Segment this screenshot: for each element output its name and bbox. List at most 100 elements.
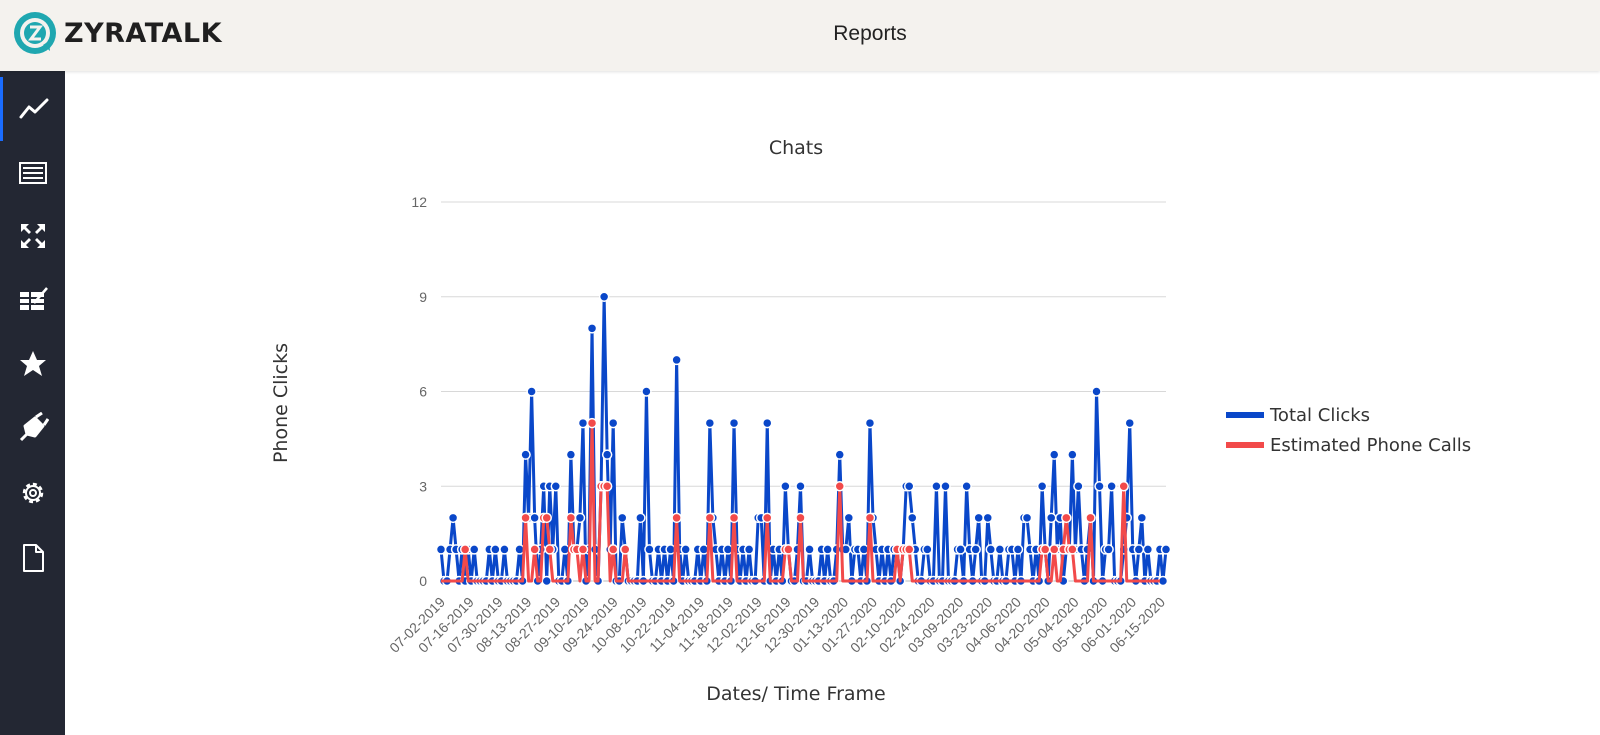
brand-logo[interactable]: ZYRATALK: [13, 11, 222, 55]
data-point[interactable]: [620, 544, 631, 555]
data-point[interactable]: [601, 449, 613, 460]
data-point[interactable]: [931, 481, 942, 492]
data-point[interactable]: [680, 544, 691, 555]
data-point[interactable]: [577, 544, 589, 555]
data-point[interactable]: [1085, 512, 1096, 524]
data-point[interactable]: [586, 417, 598, 429]
data-point[interactable]: [565, 512, 577, 524]
data-point[interactable]: [973, 512, 984, 524]
data-point[interactable]: [704, 417, 716, 429]
data-point[interactable]: [762, 512, 773, 524]
data-point[interactable]: [1094, 481, 1105, 492]
data-point[interactable]: [601, 481, 613, 492]
data-point[interactable]: [550, 481, 562, 492]
data-point[interactable]: [607, 544, 619, 555]
sidebar-item-list[interactable]: [0, 141, 65, 205]
data-point[interactable]: [704, 512, 716, 524]
data-point[interactable]: [743, 544, 755, 555]
data-point[interactable]: [1039, 544, 1051, 555]
sidebar-item-expand[interactable]: [0, 204, 65, 268]
data-point[interactable]: [834, 449, 845, 460]
data-point[interactable]: [1067, 449, 1078, 460]
data-point[interactable]: [1103, 544, 1114, 555]
data-point[interactable]: [1036, 481, 1048, 492]
data-point[interactable]: [541, 512, 552, 524]
data-point[interactable]: [1106, 481, 1117, 492]
data-point[interactable]: [804, 544, 815, 555]
data-point[interactable]: [586, 323, 598, 334]
data-point[interactable]: [822, 544, 833, 555]
data-point[interactable]: [961, 481, 972, 492]
data-point[interactable]: [1136, 512, 1148, 524]
data-point[interactable]: [574, 512, 586, 524]
data-point[interactable]: [1133, 544, 1145, 555]
data-point[interactable]: [728, 512, 740, 524]
data-point[interactable]: [1048, 544, 1060, 555]
data-point[interactable]: [985, 544, 997, 555]
data-point[interactable]: [864, 417, 876, 429]
data-point[interactable]: [617, 512, 628, 524]
data-point[interactable]: [834, 481, 845, 492]
sidebar-item-documents[interactable]: [0, 526, 65, 590]
data-point[interactable]: [1012, 544, 1024, 555]
data-point[interactable]: [529, 544, 540, 555]
data-point[interactable]: [940, 481, 951, 492]
data-point[interactable]: [565, 449, 577, 460]
data-point[interactable]: [526, 386, 537, 397]
data-point[interactable]: [903, 481, 915, 492]
legend-item-total-clicks[interactable]: Total Clicks: [1226, 400, 1471, 430]
data-point[interactable]: [1118, 481, 1129, 492]
data-point[interactable]: [1091, 386, 1102, 397]
data-point[interactable]: [783, 544, 794, 555]
data-point[interactable]: [459, 544, 471, 555]
data-point[interactable]: [541, 575, 552, 587]
data-point[interactable]: [907, 512, 918, 524]
sidebar-item-edit-table[interactable]: [0, 268, 65, 332]
data-point[interactable]: [598, 291, 610, 302]
data-point[interactable]: [544, 544, 555, 555]
data-point[interactable]: [671, 512, 682, 524]
data-point[interactable]: [843, 512, 855, 524]
data-point[interactable]: [955, 544, 966, 555]
data-point[interactable]: [499, 544, 510, 555]
data-point[interactable]: [864, 512, 876, 524]
data-point[interactable]: [795, 512, 806, 524]
data-point[interactable]: [982, 512, 994, 524]
data-point[interactable]: [671, 354, 682, 366]
data-point[interactable]: [994, 544, 1006, 555]
data-point[interactable]: [762, 417, 773, 429]
data-point[interactable]: [1073, 481, 1084, 492]
data-point[interactable]: [1045, 512, 1057, 524]
legend-item-estimated-calls[interactable]: Estimated Phone Calls: [1226, 430, 1471, 460]
data-point[interactable]: [490, 544, 501, 555]
data-point[interactable]: [435, 544, 447, 555]
data-point[interactable]: [795, 481, 806, 492]
data-point[interactable]: [447, 512, 459, 524]
data-point[interactable]: [520, 512, 531, 524]
data-point[interactable]: [1067, 544, 1078, 555]
data-point[interactable]: [635, 512, 646, 524]
series-total-clicks: [435, 291, 1172, 587]
sidebar-item-integrations[interactable]: [0, 396, 65, 460]
data-point[interactable]: [922, 544, 933, 555]
data-point[interactable]: [903, 544, 915, 555]
data-point[interactable]: [1061, 512, 1072, 524]
data-point[interactable]: [468, 544, 480, 555]
data-point[interactable]: [577, 417, 589, 429]
data-point[interactable]: [1021, 512, 1033, 524]
data-point[interactable]: [1124, 417, 1135, 429]
sidebar-item-reports[interactable]: [0, 77, 65, 141]
data-point[interactable]: [641, 386, 652, 397]
data-point[interactable]: [780, 481, 791, 492]
data-point[interactable]: [970, 544, 981, 555]
data-point[interactable]: [1048, 449, 1060, 460]
data-point[interactable]: [1160, 544, 1172, 555]
data-point[interactable]: [607, 417, 619, 429]
data-point[interactable]: [728, 417, 740, 429]
sidebar-item-settings[interactable]: [0, 461, 65, 525]
data-point[interactable]: [529, 512, 540, 524]
data-point[interactable]: [644, 544, 655, 555]
sidebar-item-favorites[interactable]: [0, 332, 65, 396]
data-point[interactable]: [1142, 544, 1154, 555]
data-point[interactable]: [520, 449, 531, 460]
